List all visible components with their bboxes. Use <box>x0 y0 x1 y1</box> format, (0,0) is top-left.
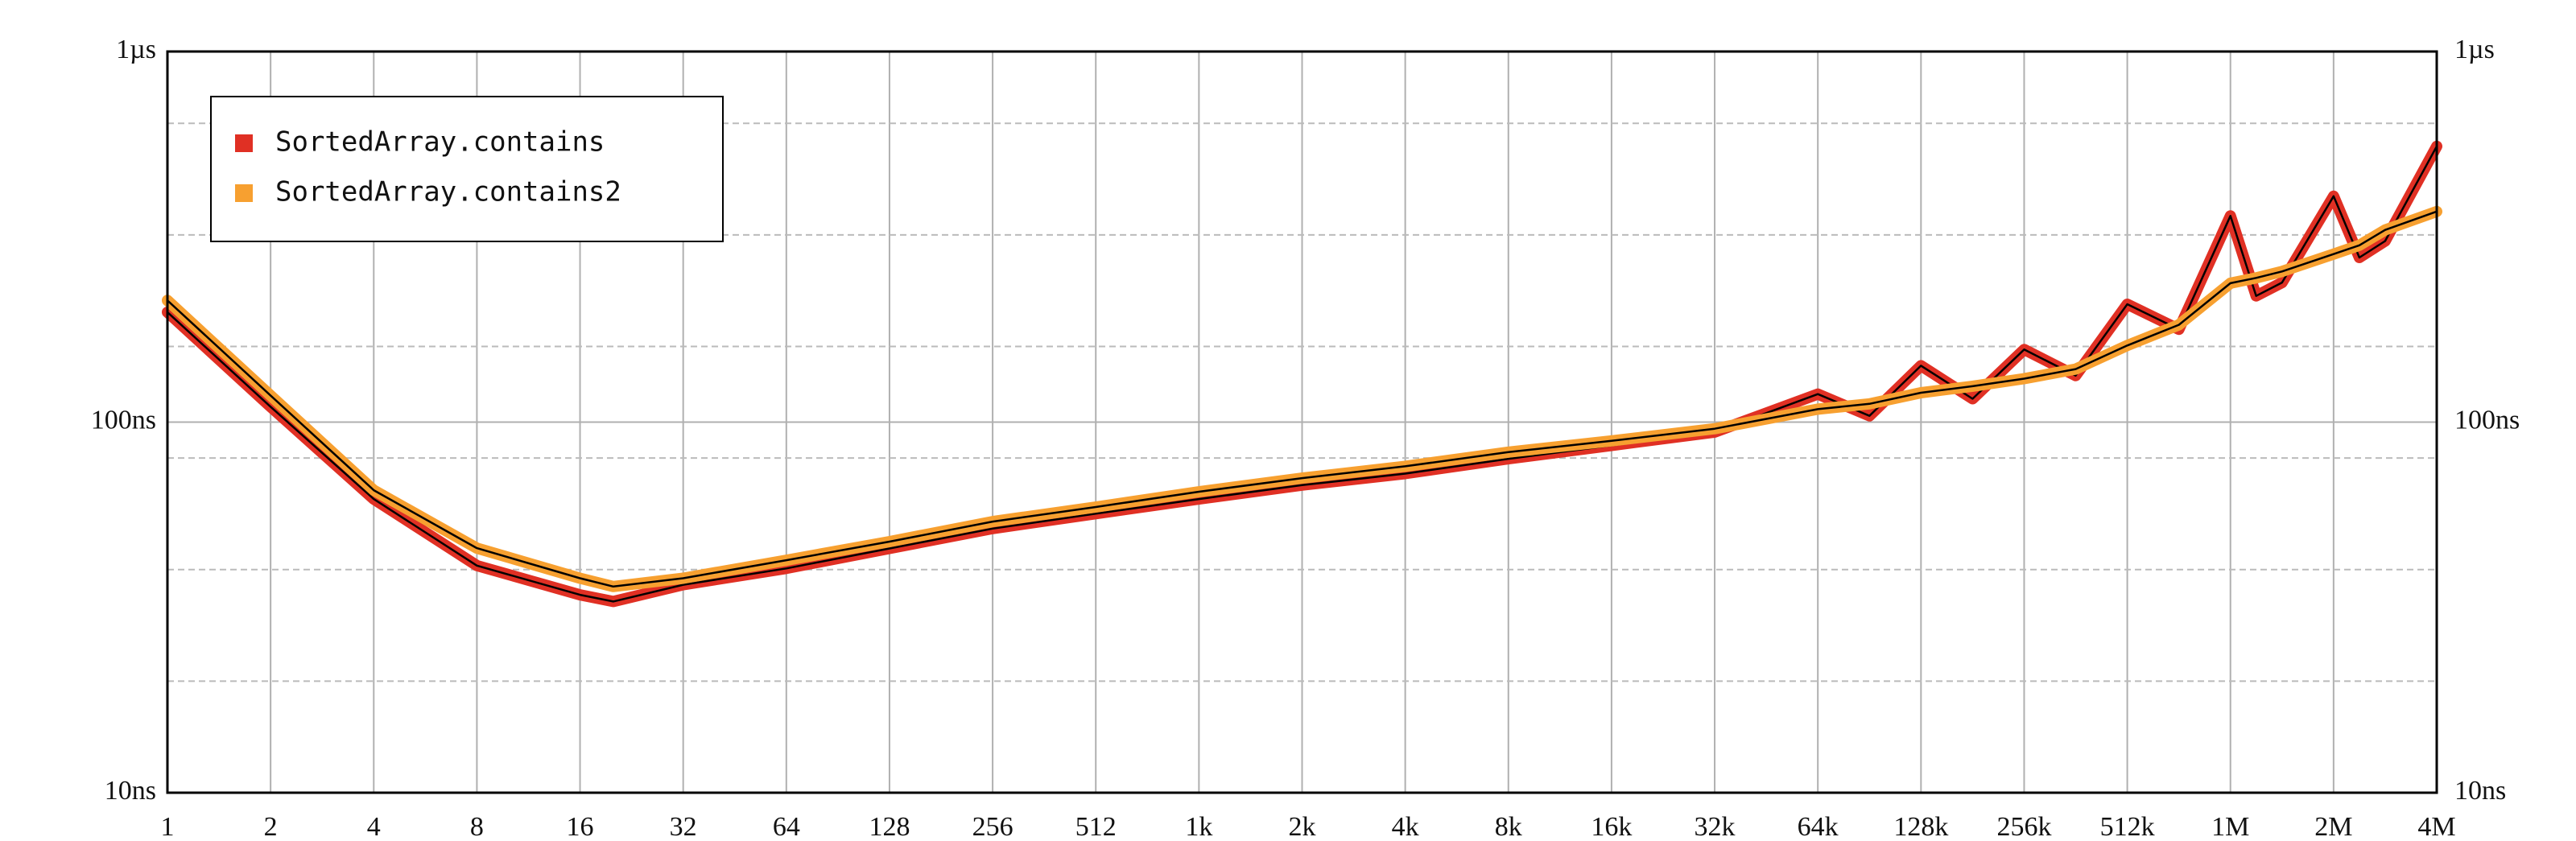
x-tick-label: 64 <box>773 812 800 837</box>
x-tick-label: 8k <box>1495 812 1522 837</box>
x-tick-label: 128k <box>1893 812 1948 837</box>
x-tick-label: 4k <box>1392 812 1419 837</box>
x-tick-label: 1 <box>161 812 175 837</box>
tick-labels: 1 2 4 8 16 32 64 128 256 512 1k 2k 4k 8k 16k 32k 64k 128k… <box>91 35 2520 841</box>
x-tick-label: 32 <box>670 812 697 837</box>
series-line <box>166 210 2438 588</box>
legend-label: SortedArray.contains2 <box>275 176 621 208</box>
legend-swatch <box>235 184 253 202</box>
y2-tick-label: 100ns <box>2454 405 2520 435</box>
plot-frame <box>166 50 2438 794</box>
x-tick-label: 8 <box>470 812 484 837</box>
legend: SortedArray.contains SortedArray.contains… <box>210 96 724 242</box>
x-tick-label: 1M <box>2211 812 2249 837</box>
x-tick-label: 256 <box>972 812 1013 837</box>
x-tick-label: 16k <box>1591 812 1632 837</box>
x-tick-label: 1k <box>1185 812 1212 837</box>
legend-swatch <box>235 134 253 152</box>
x-tick-label: 4 <box>367 812 381 837</box>
y-tick-label: 1µs <box>116 35 156 64</box>
x-tick-label: 2M <box>2314 812 2352 837</box>
y2-tick-label: 10ns <box>2454 776 2506 806</box>
x-tick-label: 256k <box>1996 812 2051 837</box>
y-tick-label: 100ns <box>91 405 156 435</box>
x-tick-label: 2k <box>1289 812 1316 837</box>
legend-box <box>210 96 724 242</box>
x-tick-label: 2 <box>264 812 278 837</box>
x-tick-label: 512k <box>2100 812 2155 837</box>
legend-label: SortedArray.contains <box>275 126 605 159</box>
plot-lines <box>162 140 2442 608</box>
x-tick-label: 64k <box>1798 812 1839 837</box>
y-tick-label: 10ns <box>105 776 156 806</box>
x-tick-label: 32k <box>1695 812 1736 837</box>
y2-tick-label: 1µs <box>2454 35 2495 64</box>
x-tick-label: 128 <box>869 812 910 837</box>
x-tick-label: 16 <box>567 812 594 837</box>
x-tick-label: 512 <box>1075 812 1117 837</box>
x-tick-label: 4M <box>2417 812 2455 837</box>
